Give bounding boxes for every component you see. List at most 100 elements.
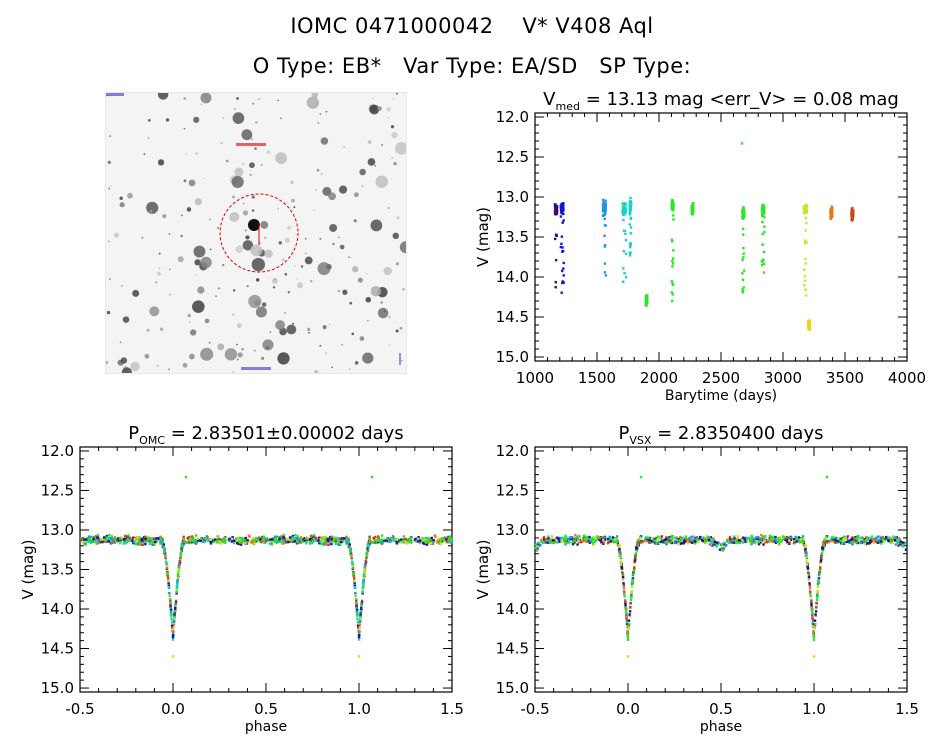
phase_vsx-point bbox=[712, 537, 715, 540]
phase_vsx-point bbox=[797, 536, 801, 539]
phase_omc-point bbox=[353, 584, 357, 587]
phase_vsx-point bbox=[892, 538, 895, 541]
lightcurve-point bbox=[624, 276, 628, 279]
sky-star bbox=[217, 343, 225, 351]
phase_vsx-point bbox=[585, 535, 588, 538]
phase_omc-point bbox=[174, 599, 178, 603]
phase_vsx-point bbox=[823, 539, 826, 542]
phase_omc-point bbox=[191, 539, 194, 543]
phase_omc-point bbox=[440, 537, 444, 540]
phase_omc-point bbox=[351, 562, 355, 566]
phase_vsx-point bbox=[854, 539, 857, 542]
sky-star bbox=[365, 272, 368, 275]
phase_omc-point bbox=[171, 629, 174, 632]
lightcurve-point bbox=[646, 294, 649, 297]
phase_vsx-point bbox=[808, 584, 812, 587]
phase_vsx-point bbox=[582, 538, 585, 541]
phase_omc-point bbox=[164, 557, 167, 560]
phase_vsx-point bbox=[575, 535, 579, 539]
lightcurve-point bbox=[807, 319, 810, 323]
lightcurve-point bbox=[802, 207, 805, 210]
phase_vsx-point bbox=[622, 587, 626, 590]
phase_vsx-point bbox=[804, 554, 808, 557]
lightcurve-point bbox=[670, 291, 673, 294]
phase_vsx-point bbox=[609, 540, 613, 543]
sky-label-mark bbox=[236, 143, 266, 146]
phase_omc-point bbox=[256, 538, 259, 541]
phase_vsx-xtick-label: 1.5 bbox=[895, 700, 919, 718]
phase_omc-point bbox=[288, 536, 292, 539]
phase_omc-point bbox=[447, 535, 450, 539]
sky-star bbox=[113, 232, 119, 238]
phase_vsx-point bbox=[769, 536, 773, 539]
phase_vsx-point bbox=[774, 537, 777, 541]
phase_omc-point bbox=[192, 538, 195, 541]
phase_vsx-point bbox=[637, 539, 640, 542]
phase_omc-point bbox=[418, 541, 422, 545]
sky-finder-svg bbox=[106, 93, 406, 373]
sky-star bbox=[308, 332, 310, 334]
phase_omc-point bbox=[353, 581, 356, 585]
phase_omc-point bbox=[270, 543, 274, 546]
phase_omc-point bbox=[87, 540, 91, 543]
sky-star bbox=[231, 175, 244, 189]
phase_vsx-point bbox=[820, 552, 824, 555]
phase_vsx-point bbox=[619, 556, 623, 560]
lightcurve-point bbox=[760, 263, 764, 267]
phase_omc-point bbox=[320, 538, 324, 541]
sky-star bbox=[353, 219, 357, 223]
phase_omc-point bbox=[167, 576, 170, 580]
phase_vsx-point bbox=[818, 572, 821, 576]
lightcurve-point bbox=[742, 286, 745, 289]
phase_omc-point bbox=[86, 536, 89, 540]
phase_omc-point bbox=[93, 539, 97, 543]
phase_omc-point bbox=[362, 582, 365, 586]
phase_vsx-point bbox=[658, 537, 662, 540]
sky-star bbox=[348, 256, 350, 258]
phase_omc-point bbox=[125, 541, 128, 545]
phase_vsx-point bbox=[624, 609, 628, 612]
phase_omc-point bbox=[403, 538, 406, 541]
lightcurve-point bbox=[802, 268, 806, 271]
lightcurve-point bbox=[691, 204, 695, 207]
phase_vsx-point bbox=[808, 587, 812, 590]
phase_omc-point bbox=[427, 541, 430, 544]
phase_vsx-point bbox=[748, 536, 751, 540]
phase_vsx-point bbox=[810, 604, 813, 608]
lightcurve-xtick-label: 1000 bbox=[516, 369, 554, 387]
phase_omc-point bbox=[356, 617, 359, 621]
phase_vsx-point bbox=[801, 540, 805, 544]
phase_vsx-point bbox=[698, 535, 702, 539]
phase_omc-point bbox=[162, 543, 165, 546]
phase_vsx-point bbox=[887, 539, 890, 543]
lightcurve-point bbox=[670, 280, 674, 283]
phase_vsx-point bbox=[783, 535, 786, 539]
sky-star bbox=[241, 162, 245, 166]
sky-star bbox=[284, 237, 290, 243]
sky-star bbox=[314, 370, 319, 373]
phase_vsx-point bbox=[625, 619, 629, 622]
phase_vsx-point bbox=[778, 543, 781, 546]
phase_omc-point bbox=[355, 601, 358, 605]
phase_vsx-point bbox=[754, 542, 758, 545]
phase_omc-point bbox=[388, 538, 392, 542]
lightcurve-point bbox=[554, 286, 557, 289]
phase_omc-point bbox=[286, 539, 290, 543]
lightcurve-point bbox=[562, 212, 565, 216]
sky-star bbox=[253, 349, 256, 352]
sky-star bbox=[359, 336, 365, 341]
lightcurve-point bbox=[555, 233, 558, 237]
phase_vsx-point bbox=[780, 539, 784, 543]
sky-star bbox=[220, 141, 223, 145]
phase_omc-point bbox=[372, 539, 375, 542]
lightcurve-point bbox=[804, 209, 807, 213]
phase_vsx-point bbox=[892, 535, 895, 538]
sky-star bbox=[119, 202, 125, 208]
phase_omc-point bbox=[201, 540, 204, 544]
phase_vsx-point bbox=[632, 566, 636, 570]
phase_vsx-point bbox=[741, 539, 744, 542]
phase_omc-point bbox=[196, 537, 199, 540]
lightcurve-point bbox=[761, 220, 764, 224]
phase_omc-point bbox=[282, 542, 285, 545]
phase_vsx-point bbox=[812, 630, 815, 633]
